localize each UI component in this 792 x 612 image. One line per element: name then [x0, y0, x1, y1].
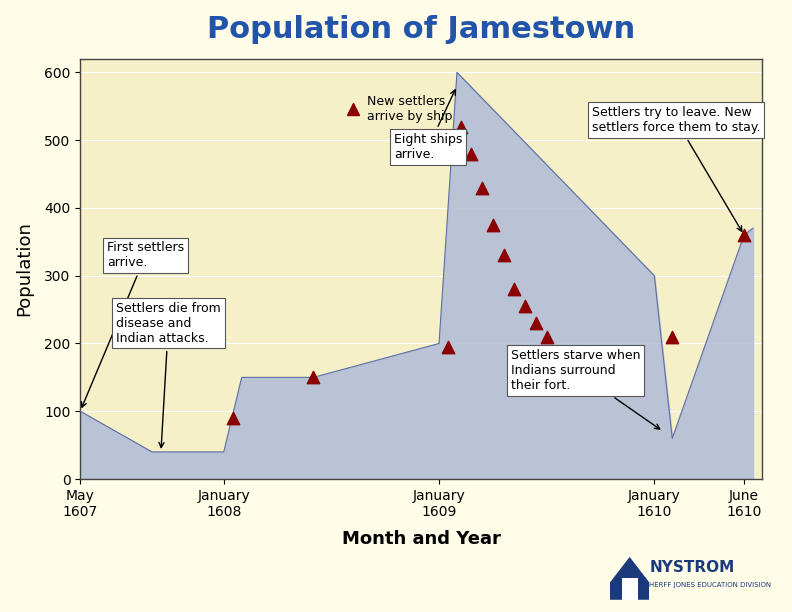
Point: [486, 220, 499, 230]
Title: Population of Jamestown: Population of Jamestown: [207, 15, 635, 44]
Text: Settlers try to leave. New
settlers force them to stay.: Settlers try to leave. New settlers forc…: [592, 106, 760, 231]
Point: [737, 230, 750, 240]
Point: [508, 285, 520, 294]
Point: [497, 250, 510, 260]
Point: [455, 122, 467, 132]
Y-axis label: Population: Population: [15, 222, 33, 316]
Point: [519, 301, 531, 311]
Text: First settlers
arrive.: First settlers arrive.: [82, 241, 185, 407]
Point: [666, 332, 679, 341]
Point: [465, 149, 478, 159]
Text: Settlers starve when
Indians surround
their fort.: Settlers starve when Indians surround th…: [511, 349, 660, 429]
Text: NYSTROM: NYSTROM: [649, 560, 735, 575]
Point: [442, 342, 455, 352]
Text: Eight ships
arrive.: Eight ships arrive.: [394, 90, 463, 161]
X-axis label: Month and Year: Month and Year: [341, 530, 501, 548]
Point: [307, 373, 320, 382]
Text: HERFF JONES EDUCATION DIVISION: HERFF JONES EDUCATION DIVISION: [649, 581, 771, 588]
Point: [530, 318, 543, 328]
Bar: [622, 578, 638, 600]
Point: [540, 332, 553, 341]
Polygon shape: [610, 557, 649, 600]
Text: New settlers
arrive by ship: New settlers arrive by ship: [367, 95, 452, 123]
Point: [333, 105, 345, 114]
Point: [476, 183, 489, 193]
Point: [227, 413, 239, 423]
Text: Settlers die from
disease and
Indian attacks.: Settlers die from disease and Indian att…: [116, 302, 221, 447]
